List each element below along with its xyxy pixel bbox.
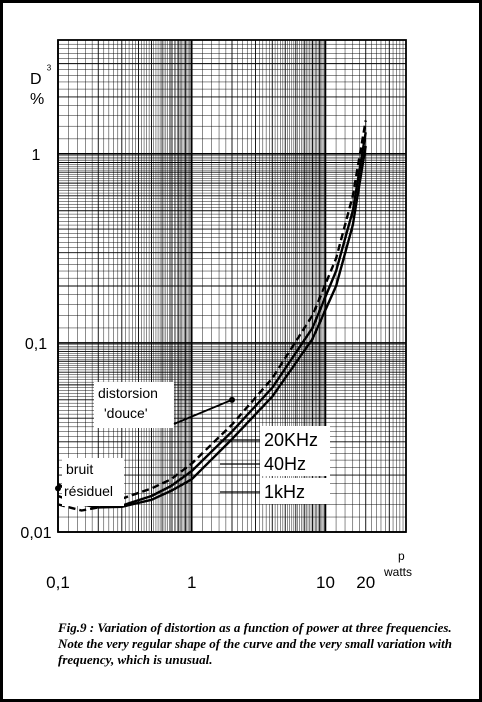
annotation-douce-pointer <box>173 399 233 425</box>
plot-border <box>57 39 407 533</box>
x-axis-label-line1: p <box>398 549 405 563</box>
series-line-20KHz <box>57 120 367 512</box>
annotation-douce-dot <box>229 396 235 403</box>
legend-box <box>260 426 330 452</box>
y-tick-label: 0,01 <box>20 525 51 542</box>
y-axis-label-line1: D <box>30 71 42 88</box>
annotation-bruit-dot <box>55 485 61 492</box>
annotation-bruit-line1: bruit <box>66 461 93 477</box>
annotation-box <box>62 458 124 506</box>
x-tick-label: 10 <box>316 573 335 592</box>
y-axis-label-line2: % <box>30 91 44 108</box>
legend-box <box>260 478 330 504</box>
series-line-1kHz <box>57 145 367 509</box>
x-tick-label: 0,1 <box>46 573 70 592</box>
y-tick-label: 0,1 <box>25 336 47 353</box>
annotation-bruit-line2: résiduel <box>64 483 113 499</box>
y-tick-label: 3 <box>47 64 52 73</box>
x-tick-label: 1 <box>187 573 196 592</box>
legend-label-40Hz: 40Hz <box>264 454 306 474</box>
annotation-box <box>94 382 174 428</box>
legend-label-20KHz: 20KHz <box>264 430 318 450</box>
x-axis-label-line2: watts <box>383 565 412 579</box>
x-tick-label: 20 <box>356 573 375 592</box>
legend-label-1kHz: 1kHz <box>264 482 305 502</box>
annotation-douce-line2: 'douce' <box>104 405 148 421</box>
y-tick-label: 1 <box>32 147 41 164</box>
legend-box <box>260 450 330 476</box>
annotation-douce-line1: distorsion <box>98 385 158 401</box>
figure-caption: Fig.9 : Variation of distortion as a fun… <box>58 620 452 667</box>
